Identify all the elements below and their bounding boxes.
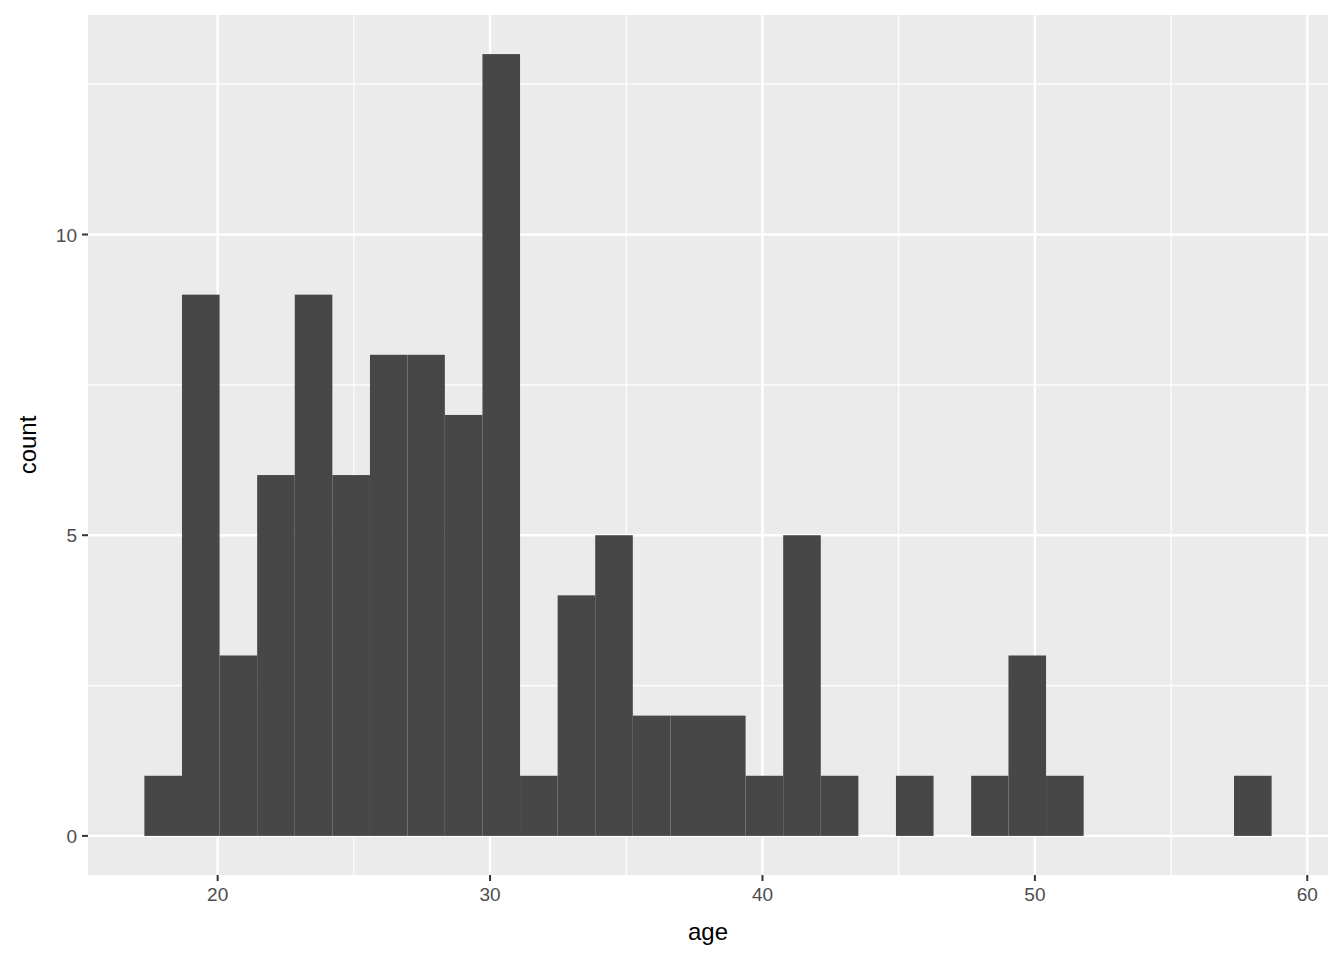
histogram-bar [1008, 655, 1046, 835]
histogram-bar [370, 355, 408, 836]
tick-label: 10 [56, 225, 77, 246]
y-axis-label: count [14, 415, 41, 474]
tick-label: 40 [752, 884, 773, 905]
histogram-bar [182, 295, 220, 836]
grid [88, 15, 1328, 875]
chart: 20 30 40 50 60 0 5 10 age count [0, 0, 1344, 960]
histogram-bar [746, 776, 784, 836]
tick-label: 5 [66, 525, 77, 546]
histogram-bar [257, 475, 295, 836]
histogram-bar [1121, 835, 1159, 836]
x-axis-label: age [688, 918, 728, 945]
histogram-bar [783, 535, 821, 836]
histogram-bar [934, 835, 972, 836]
histogram-bar [144, 776, 182, 836]
grid-line [761, 15, 763, 875]
tick-mark [1306, 875, 1308, 881]
histogram-bar [821, 776, 859, 836]
histogram-bar [1159, 835, 1197, 836]
minor-grid-line [88, 384, 1328, 385]
histogram-bar [295, 295, 333, 836]
tick-label: 0 [66, 826, 77, 847]
tick-mark [217, 875, 219, 881]
histogram-bar [520, 776, 558, 836]
minor-grid-line [88, 84, 1328, 85]
chart-container: 20 30 40 50 60 0 5 10 age count [0, 0, 1344, 960]
tick-mark [1034, 875, 1036, 881]
histogram-bar [332, 475, 370, 836]
tick-mark [489, 875, 491, 881]
histogram-bar [896, 776, 934, 836]
histogram-bar [1234, 776, 1272, 836]
axes: 20 30 40 50 60 0 5 10 [56, 225, 1318, 905]
tick-mark [82, 534, 88, 536]
histogram-bar [445, 415, 483, 836]
tick-label: 60 [1297, 884, 1318, 905]
tick-mark [761, 875, 763, 881]
tick-label: 50 [1024, 884, 1045, 905]
histogram-bar [482, 54, 520, 836]
tick-mark [82, 835, 88, 837]
tick-mark [82, 234, 88, 236]
histogram-bar [858, 835, 896, 836]
histogram-bar [1196, 835, 1234, 836]
bars [144, 54, 1271, 836]
histogram-bar [708, 716, 746, 836]
histogram-bar [558, 595, 596, 836]
histogram-bar [971, 776, 1008, 836]
histogram-bar [220, 655, 258, 835]
tick-label: 30 [480, 884, 501, 905]
tick-label: 20 [207, 884, 228, 905]
histogram-bar [408, 355, 445, 836]
minor-grid-line [898, 15, 899, 875]
grid-line [88, 233, 1328, 235]
histogram-bar [633, 716, 671, 836]
histogram-bar [595, 535, 633, 836]
histogram-bar [1046, 776, 1084, 836]
histogram-bar [1084, 835, 1122, 836]
minor-grid-line [1170, 15, 1171, 875]
grid-line [1306, 15, 1308, 875]
histogram-bar [670, 716, 708, 836]
panel-background [88, 15, 1328, 875]
